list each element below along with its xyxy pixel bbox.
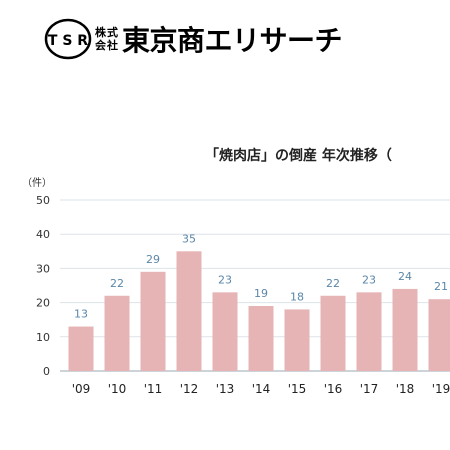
x-tick-label: '19 xyxy=(432,382,450,396)
logo-company-type: 株式 会社 xyxy=(95,26,119,52)
bar xyxy=(140,271,166,371)
bar-value-label: 19 xyxy=(254,287,268,300)
bar xyxy=(428,299,450,371)
bar xyxy=(248,306,274,371)
bar xyxy=(176,251,202,371)
bar-value-label: 24 xyxy=(398,270,412,283)
bar xyxy=(284,309,310,371)
y-tick-label: 30 xyxy=(36,262,50,275)
x-tick-label: '11 xyxy=(144,382,163,396)
y-tick-label: 10 xyxy=(36,331,50,344)
bar xyxy=(356,292,382,371)
bar-value-label: 23 xyxy=(218,273,232,286)
bar-value-label: 13 xyxy=(74,308,88,321)
y-tick-label: 20 xyxy=(36,297,50,310)
x-tick-label: '10 xyxy=(108,382,127,396)
y-tick-label: 50 xyxy=(36,194,50,207)
bar xyxy=(68,326,94,371)
bar-value-label: 35 xyxy=(182,232,196,245)
y-axis-unit-label: （件） xyxy=(22,178,52,189)
chart-title: 「焼肉店」の倒産 年次推移（ xyxy=(205,148,392,164)
x-tick-label: '13 xyxy=(216,382,235,396)
x-tick-label: '18 xyxy=(396,382,415,396)
bar-value-label: 18 xyxy=(290,290,304,303)
logo-small-line1: 株式 xyxy=(95,26,119,39)
y-tick-label: 40 xyxy=(36,228,50,241)
logo-mark-text: T S R xyxy=(48,33,88,49)
bar xyxy=(320,295,346,371)
bar-value-label: 23 xyxy=(362,273,376,286)
logo-company-name: 東京商エリサーチ xyxy=(122,24,343,57)
bar xyxy=(392,288,418,371)
x-tick-label: '14 xyxy=(252,382,271,396)
x-tick-label: '17 xyxy=(360,382,379,396)
bar-value-label: 29 xyxy=(146,253,160,266)
x-tick-label: '15 xyxy=(288,382,307,396)
bar-value-label: 22 xyxy=(110,277,124,290)
bar xyxy=(104,295,130,371)
company-logo: T S R 株式 会社 東京商エリサーチ xyxy=(44,14,343,64)
x-tick-label: '12 xyxy=(180,382,199,396)
bar-value-label: 22 xyxy=(326,277,340,290)
logo-small-line2: 会社 xyxy=(95,39,119,52)
tsr-logo-icon: T S R xyxy=(44,18,92,60)
x-tick-label: '16 xyxy=(324,382,343,396)
bar xyxy=(212,292,238,371)
x-tick-label: '09 xyxy=(72,382,91,396)
bar-value-label: 21 xyxy=(434,280,448,293)
y-tick-label: 0 xyxy=(43,365,50,378)
